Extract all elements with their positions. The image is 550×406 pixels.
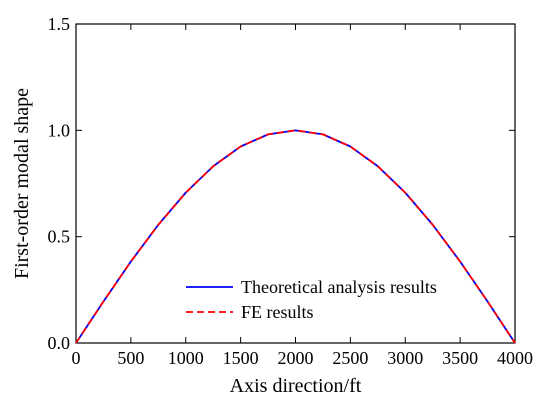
y-tick-label: 1.0: [48, 120, 71, 140]
y-tick-label: 1.5: [48, 14, 71, 34]
y-tick-label: 0.5: [48, 227, 71, 247]
x-tick-label: 1500: [223, 348, 259, 368]
x-axis-label: Axis direction/ft: [230, 375, 362, 397]
x-tick-label: 2000: [278, 348, 314, 368]
plot-area: [75, 23, 516, 344]
legend-label-theoretical: Theoretical analysis results: [241, 277, 437, 297]
y-tick-label: 0.0: [48, 333, 71, 353]
x-tick-label: 4000: [497, 348, 533, 368]
x-tick-label: 1000: [168, 348, 204, 368]
y-axis-ticks: 0.0 0.5 1.0 1.5: [48, 14, 515, 353]
x-tick-label: 3000: [387, 348, 423, 368]
x-tick-label: 2500: [332, 348, 368, 368]
y-axis-label: First-order modal shape: [11, 88, 33, 279]
x-axis-ticks: 0 500 1000 1500 2000 2500 3000 3500 4000: [72, 24, 533, 368]
x-tick-label: 0: [72, 348, 81, 368]
legend: Theoretical analysis results FE results: [186, 277, 437, 322]
x-tick-label: 500: [117, 348, 144, 368]
legend-label-fe: FE results: [241, 302, 314, 322]
x-tick-label: 3500: [442, 348, 478, 368]
series-line-theoretical: [75, 129, 516, 344]
series-layer: [75, 129, 516, 344]
